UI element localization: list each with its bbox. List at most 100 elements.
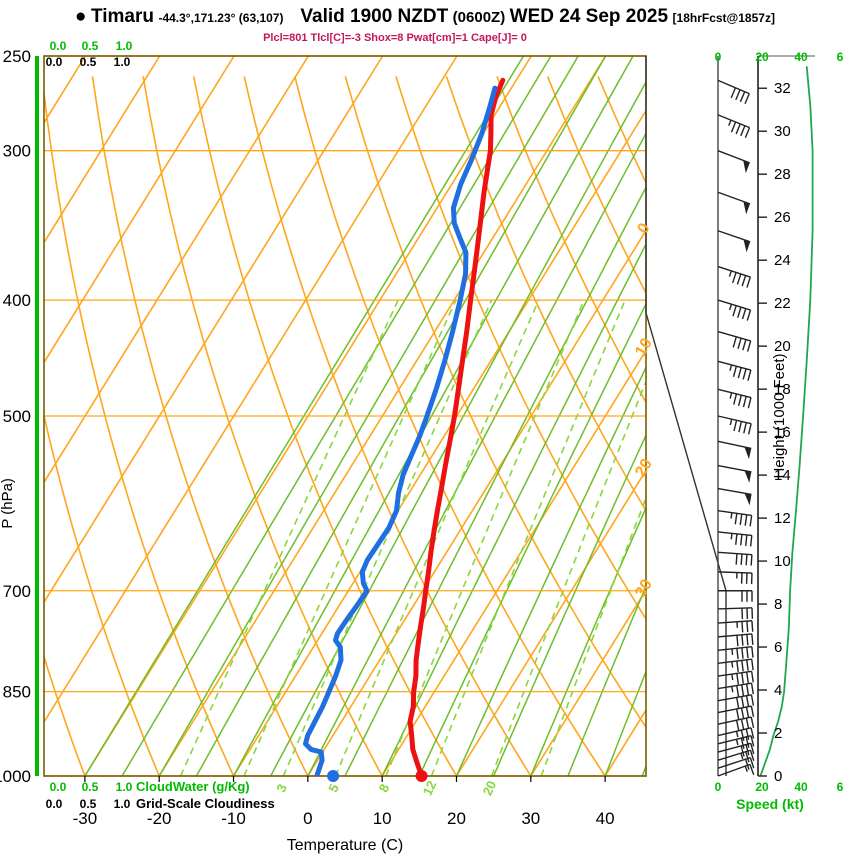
bottom-cloudiness-scale: 0.0 0.5 1.0: [46, 797, 131, 811]
valid-time-utc: (0600Z): [452, 9, 506, 26]
dry-adiabat--10: [44, 86, 235, 776]
station-marker-icon: ●: [75, 6, 87, 27]
height-tick-label: 16: [774, 424, 791, 441]
temperature-tick-label: 10: [373, 809, 392, 828]
moist-adiabat-25: [492, 433, 646, 776]
isotherm-label: 20: [632, 456, 656, 480]
surface-temperature-dot: [415, 770, 428, 782]
moist-adiabat-5: [344, 185, 646, 776]
dry-adiabat-30: [243, 76, 532, 776]
mixing-ratio-5: [334, 299, 540, 776]
height-tick-label: 28: [774, 166, 791, 183]
dry-adiabat--20: [44, 411, 160, 776]
wind-barb: [717, 571, 753, 585]
height-tick-label: 10: [774, 553, 791, 570]
wind-barb: [717, 360, 752, 381]
dry-adiabat-60: [395, 76, 646, 621]
moist-adiabat-15: [418, 302, 646, 776]
top-cloudiness-scale-tick: 1.0: [114, 55, 131, 69]
wind-barb: [717, 265, 752, 288]
wind-barb: [717, 694, 755, 709]
wind-barb: [717, 633, 754, 647]
height-tick-label: 32: [774, 80, 791, 97]
wind-barb: [717, 646, 754, 660]
bottom-speed-scale-tick: 40: [794, 780, 808, 794]
isotherm--70: [44, 56, 235, 364]
isotherm--80: [44, 56, 161, 245]
pressure-tick-label: 700: [3, 582, 31, 601]
height-tick-label: 4: [774, 682, 782, 699]
bottom-cloudiness-scale-tick: 0.0: [46, 797, 63, 811]
wind-barb: [717, 734, 755, 749]
wind-barb: [717, 551, 753, 566]
mixing-ratio-label: 8: [376, 782, 393, 795]
mixing-ratio-label: 3: [273, 782, 290, 795]
mixing-ratio-label: 12: [420, 778, 440, 797]
dry-adiabat--30: [44, 654, 86, 776]
sounding-traces: [303, 77, 506, 782]
height-tick-label: 2: [774, 725, 782, 742]
bottom-cloudwater-scale-tick: 1.0: [116, 780, 133, 794]
mixing-ratio-label: 5: [325, 782, 342, 795]
wind-barb: [717, 330, 752, 352]
wind-barb: [717, 487, 752, 506]
valid-time: Valid 1900 NZDT: [300, 6, 449, 27]
wind-barb: [717, 727, 755, 741]
top-cloudiness-scale-tick: 0.0: [46, 55, 63, 69]
cloudwater-axis-label: CloudWater (g/Kg): [136, 779, 250, 794]
dry-adiabat-70: [445, 76, 646, 513]
dry-adiabat-50: [344, 76, 646, 729]
height-tick-label: 22: [774, 295, 791, 312]
bottom-cloudiness-scale-tick: 1.0: [114, 797, 131, 811]
height-tick-label: 26: [774, 209, 791, 226]
wind-barb: [718, 590, 753, 602]
top-cloudwater-scale: 0.0 0.5 1.0: [50, 39, 133, 53]
bottom-cloudiness-scale-tick: 0.5: [80, 797, 97, 811]
wind-barb: [717, 756, 755, 770]
temperature-tick-label: 20: [447, 809, 466, 828]
top-speed-scale-tick: 0: [715, 50, 722, 64]
height-tick-label: 18: [774, 381, 791, 398]
isotherm-label: 0: [635, 220, 654, 236]
header-title-row: ● Timaru -44.3°,171.23° (63,107) Valid 1…: [0, 6, 850, 28]
moist-adiabat-30: [530, 505, 646, 776]
wind-barb: [717, 509, 753, 527]
wind-barb: [717, 682, 754, 697]
moist-adiabat--20: [158, 56, 579, 776]
pressure-tick-label: 850: [3, 683, 31, 702]
height-speed-curve: [759, 66, 814, 777]
bottom-speed-scale-tick: 20: [755, 780, 769, 794]
wind-barb-column: [717, 56, 755, 777]
station-coords: -44.3°,171.23° (63,107): [158, 11, 284, 25]
forecast-hour: [18hrFcst@1857z]: [672, 11, 775, 25]
wind-barb: [717, 749, 755, 763]
bottom-speed-scale-tick: 6: [837, 780, 844, 794]
wind-barb: [717, 440, 752, 460]
top-speed-scale: 0 20 40 6: [715, 50, 844, 64]
isotherm-label: 10: [632, 335, 656, 359]
cloudiness-axis-label: Grid-Scale Cloudiness: [136, 796, 275, 811]
temperature-tick-label: -20: [147, 809, 172, 828]
top-cloudwater-scale-tick: 1.0: [116, 39, 133, 53]
bottom-speed-scale: 0 20 40 6: [715, 780, 844, 794]
moist-adiabat-60: [754, 56, 850, 776]
height-tick-label: 12: [774, 510, 791, 527]
top-cloudiness-scale-tick: 0.5: [80, 55, 97, 69]
top-cloudiness-scale: 0.0 0.5 1.0: [46, 55, 131, 69]
dewpoint-trace: [303, 85, 498, 776]
height-tick-label: 20: [774, 338, 791, 355]
wind-barb: [717, 705, 755, 720]
temperature-tick-label: -30: [73, 809, 98, 828]
moist-adiabat-50: [679, 56, 850, 776]
height-tick-label: 6: [774, 639, 782, 656]
moist-adiabat-20: [455, 365, 646, 776]
height-tick-label: 8: [774, 596, 782, 613]
moist-adiabat--5: [270, 80, 646, 776]
wind-barb: [717, 150, 750, 174]
wind-barb: [717, 415, 752, 435]
wind-barb: [717, 464, 752, 483]
height-tick-label: 24: [774, 252, 791, 269]
mixing-ratio-labels: 3 5 8 12 20: [273, 778, 499, 797]
